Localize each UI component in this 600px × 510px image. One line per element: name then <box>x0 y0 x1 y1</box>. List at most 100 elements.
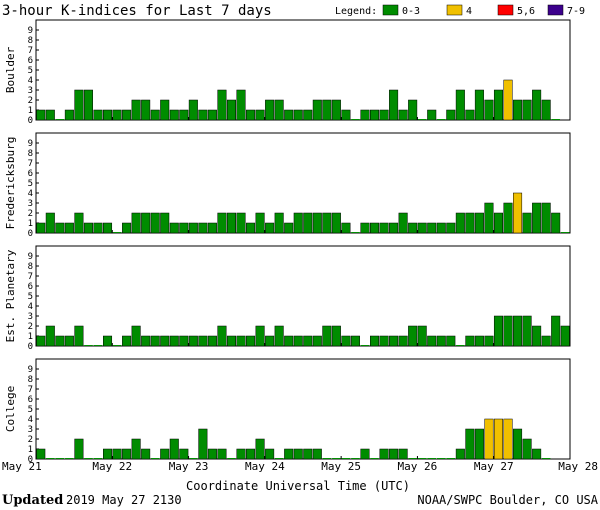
bar <box>293 448 303 460</box>
bar <box>103 222 113 234</box>
bar <box>379 335 389 347</box>
bar <box>74 212 84 234</box>
legend: Legend: 0-3 4 5,6 7-9 <box>335 4 585 17</box>
legend-swatch-4 <box>446 4 463 16</box>
y-tick-label: 1 <box>28 332 33 342</box>
bar <box>560 325 570 347</box>
bar <box>398 448 408 460</box>
bar <box>83 89 93 121</box>
legend-swatch-0-3 <box>382 4 399 16</box>
bar <box>331 325 341 347</box>
bar <box>141 448 151 460</box>
bar <box>408 222 418 234</box>
bar <box>36 448 46 460</box>
bar <box>284 109 294 121</box>
bar <box>217 448 227 460</box>
bar <box>331 99 341 121</box>
bar <box>198 109 208 121</box>
bar <box>64 109 74 121</box>
bar <box>360 222 370 234</box>
bar <box>207 448 217 460</box>
y-tick-label: 5 <box>28 292 33 302</box>
bar <box>207 335 217 347</box>
bar <box>389 335 399 347</box>
bar <box>370 109 380 121</box>
bar <box>455 212 465 234</box>
legend-swatch-7-9 <box>547 4 564 16</box>
bar <box>284 448 294 460</box>
y-tick-label: 0 <box>28 229 33 239</box>
bar <box>122 222 132 234</box>
bar <box>160 99 170 121</box>
bar <box>551 212 561 234</box>
bar <box>188 222 198 234</box>
bar <box>322 325 332 347</box>
bar <box>103 448 113 460</box>
bar <box>389 448 399 460</box>
x-axis-title: Coordinate Universal Time (UTC) <box>186 479 410 493</box>
bar <box>265 448 275 460</box>
bar <box>455 89 465 121</box>
bar <box>141 335 151 347</box>
bar <box>226 212 236 234</box>
panel-label: Boulder <box>4 46 17 93</box>
panel-label: College <box>4 386 17 432</box>
bar <box>255 325 265 347</box>
bar <box>341 109 351 121</box>
bar <box>122 109 132 121</box>
bar <box>303 335 313 347</box>
panels: Boulder0123456789Fredericksburg012345678… <box>4 19 571 465</box>
bar <box>236 212 246 234</box>
bar <box>503 315 513 347</box>
y-tick-label: 1 <box>28 219 33 229</box>
y-tick-label: 9 <box>28 26 33 36</box>
bar <box>293 212 303 234</box>
bar <box>446 335 456 347</box>
y-tick-label: 3 <box>28 86 33 96</box>
bar <box>446 109 456 121</box>
bar <box>198 222 208 234</box>
y-tick-label: 0 <box>28 342 33 352</box>
bar <box>150 335 160 347</box>
y-tick-label: 2 <box>28 322 33 332</box>
y-tick-label: 4 <box>28 302 33 312</box>
bar <box>131 99 141 121</box>
updated-label: Updated <box>2 493 63 508</box>
bar <box>131 212 141 234</box>
bar <box>312 335 322 347</box>
panel-frame <box>35 245 571 347</box>
bar <box>427 335 437 347</box>
bar <box>532 448 542 460</box>
bar <box>331 212 341 234</box>
bar <box>293 335 303 347</box>
bar <box>131 325 141 347</box>
bar <box>551 315 561 347</box>
y-tick-label: 5 <box>28 405 33 415</box>
x-tick-label: May 28 <box>558 460 598 473</box>
bar <box>83 222 93 234</box>
y-tick-label: 0 <box>28 116 33 126</box>
bar <box>255 438 265 460</box>
bar <box>112 109 122 121</box>
bar <box>465 109 475 121</box>
bar <box>493 315 504 347</box>
bar <box>284 335 294 347</box>
bar <box>217 325 227 347</box>
bar <box>389 89 399 121</box>
bar <box>217 89 227 121</box>
bar <box>417 325 427 347</box>
bar <box>541 202 551 234</box>
bar <box>312 99 322 121</box>
bar <box>379 448 389 460</box>
x-tick-label: May 23 <box>169 460 209 473</box>
bar <box>522 99 532 121</box>
bar <box>64 335 74 347</box>
bar <box>474 428 484 460</box>
bar <box>522 212 532 234</box>
y-tick-label: 6 <box>28 395 33 405</box>
bar <box>198 335 208 347</box>
bar <box>465 335 475 347</box>
bar <box>236 89 246 121</box>
